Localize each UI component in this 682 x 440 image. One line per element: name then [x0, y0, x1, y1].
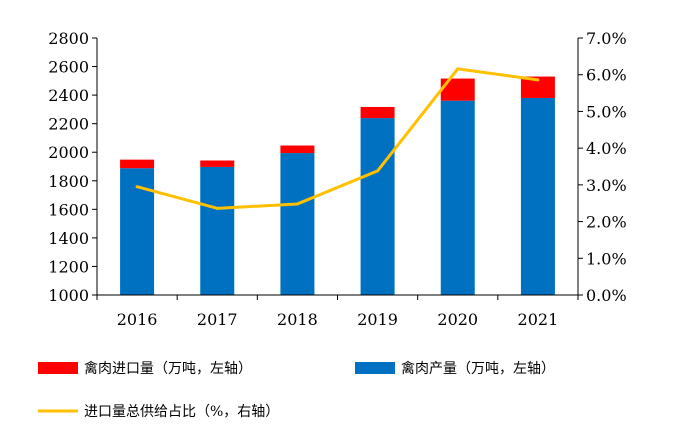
bar-import-2021 [520, 76, 555, 98]
y-left-tick-label: 1000 [48, 286, 89, 305]
x-tick-label: 2020 [437, 310, 478, 329]
y-right-tick-label: 3.0% [586, 176, 627, 195]
y-left-tick-label: 1800 [48, 172, 89, 191]
line-point-2017 [215, 206, 219, 210]
bar-import-2020 [440, 78, 475, 101]
bar-import-2018 [280, 145, 315, 154]
x-tick-label: 2018 [277, 310, 318, 329]
bars-group [120, 76, 555, 296]
y-right-tick-label: 4.0% [586, 139, 627, 158]
y-right-tick-label: 6.0% [586, 66, 627, 85]
y-left-tick-label: 2000 [48, 143, 89, 162]
y-left-tick-label: 2800 [48, 29, 89, 48]
line-point-2016 [135, 185, 139, 189]
x-tick-label: 2021 [518, 310, 559, 329]
y-left-tick-label: 1400 [48, 229, 89, 248]
line-point-2018 [295, 202, 299, 206]
y-right-tick-label: 1.0% [586, 249, 627, 268]
axes-group: 1000 1200 1400 1600 1800 2000 2200 2400 2600 2800… [48, 29, 626, 329]
y-right-tick-label: 0.0% [586, 286, 627, 305]
line-point-2020 [456, 67, 460, 71]
bar-production-2019 [360, 118, 395, 296]
x-tick-label: 2017 [197, 310, 238, 329]
bar-production-2021 [520, 97, 555, 295]
legend-swatch [38, 362, 78, 374]
y-left-tick-label: 2600 [48, 58, 89, 77]
y-right-tick-label: 2.0% [586, 213, 627, 232]
y-left-tick-label: 2400 [48, 86, 89, 105]
legend-label: 禽肉产量（万吨，左轴） [401, 360, 555, 377]
legend-label: 禽肉进口量（万吨，左轴） [84, 360, 252, 377]
line-point-2021 [536, 78, 540, 82]
bar-production-2020 [440, 100, 475, 295]
legend: 禽肉进口量（万吨，左轴） 禽肉产量（万吨，左轴） 进口量总供给占比（%，右轴） [38, 360, 555, 420]
legend-label: 进口量总供给占比（%，右轴） [84, 404, 279, 420]
x-tick-label: 2019 [357, 310, 398, 329]
bar-production-2017 [200, 166, 235, 295]
bar-import-2016 [120, 159, 155, 169]
line-import-share [136, 67, 539, 210]
y-left-tick-label: 1200 [48, 257, 89, 276]
bar-import-2017 [200, 160, 235, 167]
bar-production-2018 [280, 153, 315, 295]
y-left-tick-label: 2200 [48, 115, 89, 134]
legend-swatch [355, 362, 395, 374]
x-tick-label: 2016 [117, 310, 158, 329]
y-right-tick-label: 7.0% [586, 29, 627, 48]
line-group [135, 67, 540, 210]
y-right-tick-label: 5.0% [586, 102, 627, 121]
y-left-tick-label: 1600 [48, 200, 89, 219]
line-point-2019 [376, 169, 380, 173]
bar-import-2019 [360, 106, 395, 119]
